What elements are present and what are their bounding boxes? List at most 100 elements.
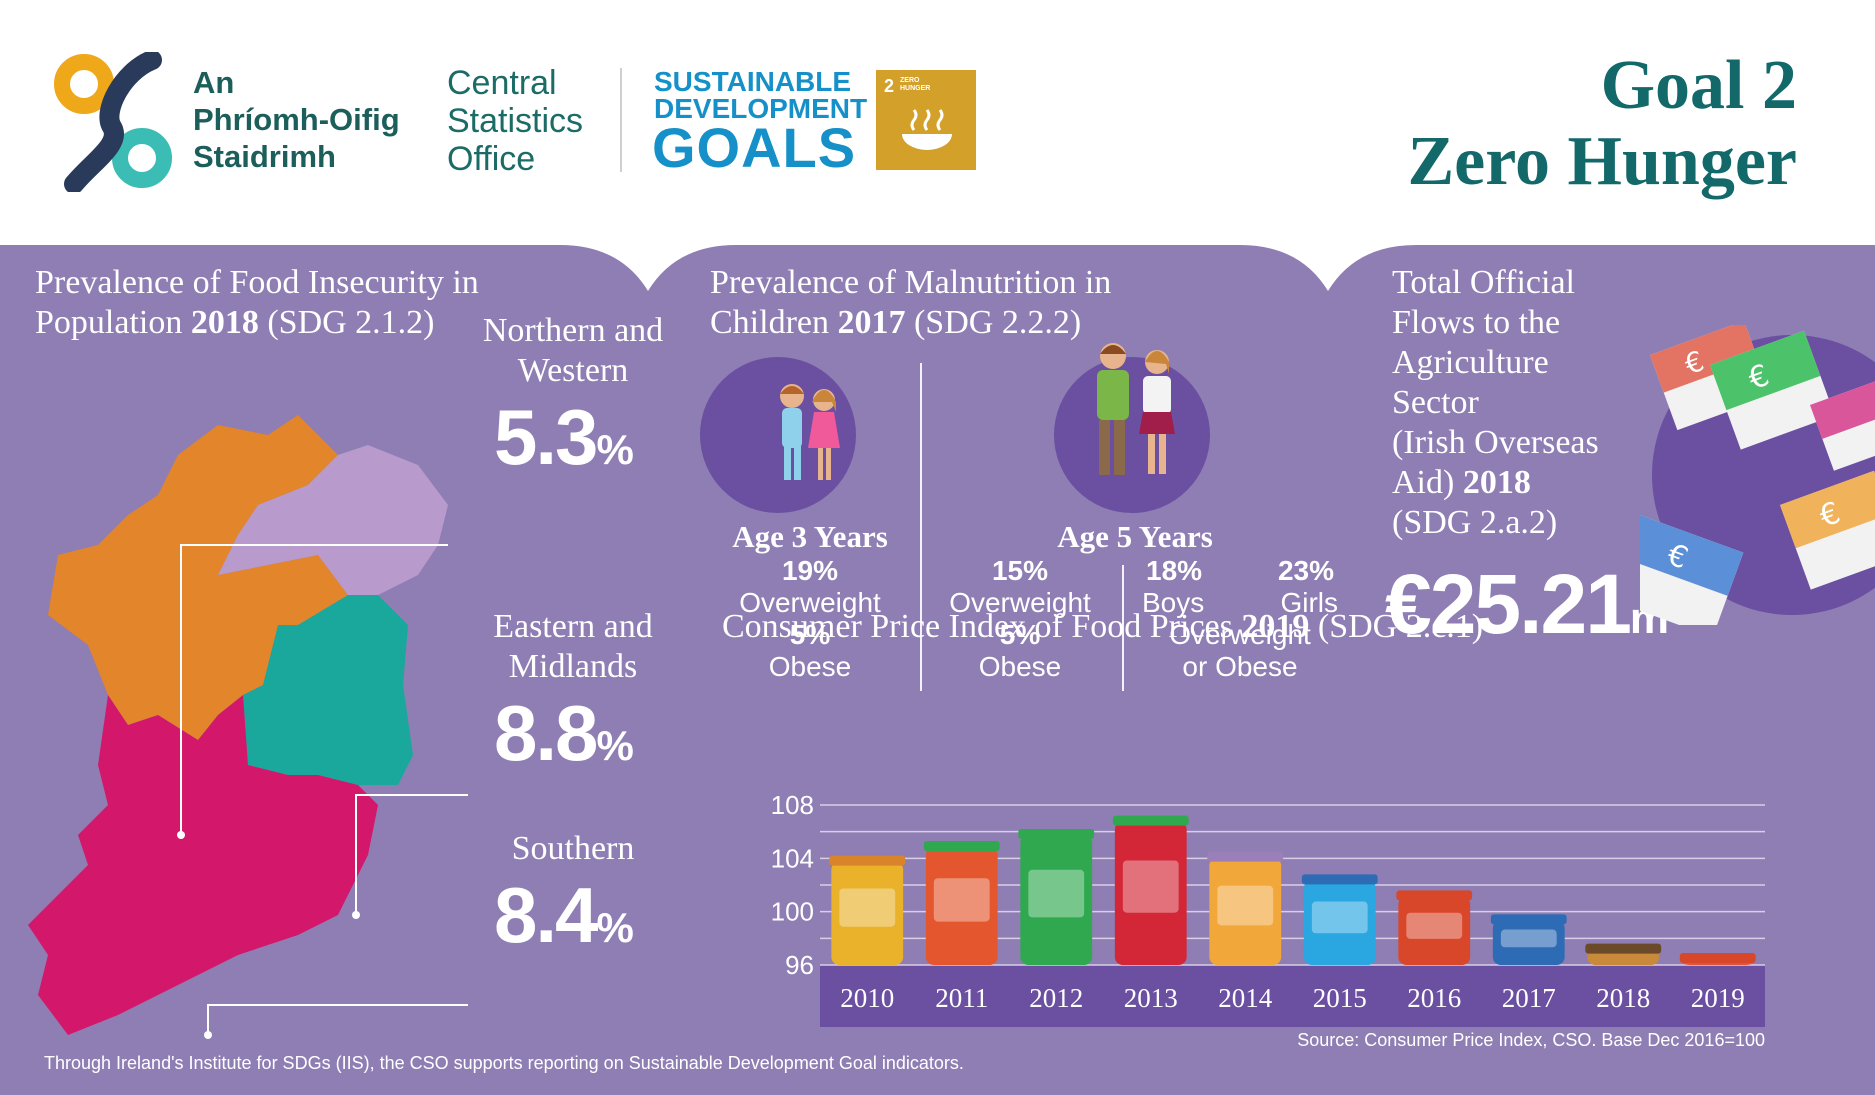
y-tick-label: 100 (771, 897, 814, 927)
region-name: Northern and (482, 312, 664, 349)
cpi-heading: Consumer Price Index of Food Prices 2019… (722, 607, 1483, 647)
bowl-icon (902, 109, 952, 150)
content-band: Prevalence of Food Insecurity in Populat… (0, 245, 1875, 1095)
cso-logo-icon (54, 52, 172, 192)
header-divider (620, 68, 622, 172)
combined-label: or Obese (1182, 651, 1298, 682)
sdg-goals-word: GOALS (652, 116, 857, 179)
age3-obese-label: Obese (768, 651, 852, 682)
cso-irish-name: An Phríomh-Oifig Staidrimh (193, 64, 400, 175)
sdg-goal-2-tile: 2 ZERO HUNGER (876, 70, 976, 170)
boys-label: Boys (1142, 587, 1205, 618)
x-tick-label: 2013 (1124, 983, 1178, 1013)
cpi-bar-label-band (1500, 929, 1557, 948)
age3-overweight-pct: 19% (781, 555, 839, 586)
oda-line: Sector (1392, 384, 1479, 421)
irish-name-line: Staidrimh (193, 139, 336, 174)
cpi-bar (1303, 880, 1376, 965)
cpi-bar-label-band (1122, 860, 1179, 913)
oda-line: Agriculture (1392, 344, 1549, 381)
cso-english-name: Central Statistics Office (447, 64, 583, 178)
oda-heading: Total Official Flows to the Agriculture … (1392, 263, 1599, 543)
y-tick-label: 108 (771, 790, 814, 820)
region-southern: Southern 8.4% (458, 829, 688, 968)
banknotes-icon: € € € € (1640, 325, 1875, 625)
year-strip (820, 965, 1765, 1027)
cpi-bar-lid (1396, 890, 1473, 901)
cpi-bar-label-band (1311, 901, 1368, 934)
heading-code: (SDG 2.1.2) (258, 304, 435, 341)
cpi-bar-label-band (1406, 912, 1463, 939)
region-name: Southern (511, 830, 635, 867)
age5-overweight-pct: 15% (991, 555, 1049, 586)
x-tick-label: 2011 (935, 983, 988, 1013)
girls-label: Girls (1280, 587, 1338, 618)
food-insecurity-heading: Prevalence of Food Insecurity in Populat… (35, 263, 479, 343)
region-value-unit: % (596, 722, 633, 769)
region-value-unit: % (596, 426, 633, 473)
cpi-bar-label-band (839, 888, 896, 927)
cpi-bar-label-band (933, 878, 990, 922)
cpi-bar-label-band (1217, 885, 1274, 926)
region-value-number: 8.8 (494, 689, 598, 777)
x-tick-label: 2010 (840, 983, 894, 1013)
cpi-bar-lid (1301, 874, 1378, 885)
sdg-line: DEVELOPMENT (654, 93, 868, 124)
cpi-bar (1209, 857, 1282, 965)
heading-text: Children (710, 304, 838, 341)
region-value-number: 8.4 (494, 871, 598, 959)
x-tick-label: 2017 (1502, 983, 1556, 1013)
footer-note: Through Ireland's Institute for SDGs (II… (44, 1053, 964, 1073)
x-tick-label: 2015 (1313, 983, 1367, 1013)
boys-pct: 18% (1146, 555, 1203, 586)
age5-title: Age 5 Years (1057, 519, 1213, 554)
cpi-bar-lid (1112, 815, 1189, 826)
oda-line: (Irish Overseas (1392, 424, 1599, 461)
y-tick-label: 96 (785, 950, 814, 980)
age5-obese-pct: 5% (999, 619, 1041, 650)
age5-obese-label: Obese (978, 651, 1062, 682)
age3-stats: 19% Overweight 5% Obese (700, 555, 920, 683)
cpi-bar-lid (1585, 943, 1662, 954)
toddlers-icon (780, 384, 840, 480)
age3-title: Age 3 Years (732, 519, 888, 554)
age5-overweight-label: Overweight (949, 587, 1091, 618)
cpi-bar-label-band (1028, 869, 1085, 918)
cpi-bar-lid (1490, 914, 1567, 925)
sdg-tile-number: 2 (884, 76, 895, 96)
x-tick-label: 2014 (1218, 983, 1273, 1013)
cpi-bar-lid (1679, 953, 1756, 963)
region-value: 8.8% (494, 693, 688, 786)
age5-gender-stats: 18% 23% Boys Girls Overweight or Obese (1140, 555, 1340, 683)
region-value: 5.3% (494, 397, 688, 490)
oda-year: 2018 (1462, 464, 1531, 501)
cpi-bar (925, 847, 998, 965)
english-name-line: Statistics (447, 102, 584, 140)
malnutrition-heading: Prevalence of Malnutrition in Children 2… (710, 263, 1111, 343)
oda-line: Total Official (1392, 264, 1575, 301)
oda-text: Aid) (1392, 464, 1463, 501)
x-tick-label: 2018 (1596, 983, 1650, 1013)
cpi-heading-year: 2019 (1241, 608, 1310, 645)
age3-overweight-label: Overweight (739, 587, 881, 618)
region-name: Midlands (508, 648, 638, 685)
irish-name-line: Phríomh-Oifig (193, 102, 400, 137)
cpi-bar-lid (829, 855, 906, 866)
oda-line: Flows to the (1392, 304, 1561, 341)
ireland-map (28, 415, 468, 1039)
cpi-bar (1492, 920, 1565, 965)
children-icon (1097, 343, 1175, 475)
age5-stats: 15% Overweight 5% Obese (930, 555, 1110, 683)
oda-value: €25.21m (1385, 561, 1669, 662)
heading-line: Prevalence of Malnutrition in (710, 264, 1112, 301)
oda-value-number: €25.21 (1385, 557, 1632, 651)
cpi-source: Source: Consumer Price Index, CSO. Base … (1297, 1030, 1765, 1050)
cpi-bar (831, 861, 904, 965)
goal-title: Goal 2 Zero Hunger (1407, 48, 1797, 200)
cpi-chart: 96 100 104 108 2010 2011 2012 2013 2014 2015 2016 2… (771, 790, 1765, 1027)
region-northern-western: Northern and Western 5.3% (458, 311, 688, 490)
heading-year: 2017 (837, 304, 906, 341)
map-region-eastern-midlands (243, 595, 413, 785)
girls-pct: 23% (1277, 555, 1334, 586)
goal-name: Zero Hunger (1407, 123, 1797, 200)
